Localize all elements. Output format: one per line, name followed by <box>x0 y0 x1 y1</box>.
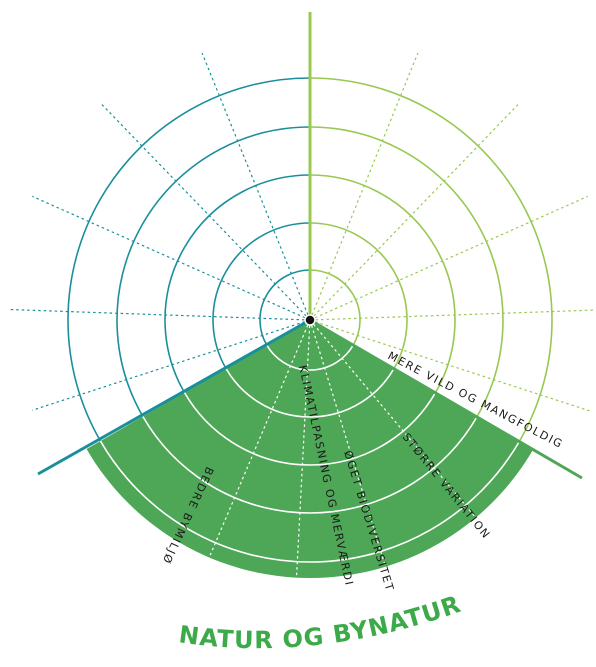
diagram-title: NATUR OG BYNATUR <box>177 590 464 654</box>
teal-ring <box>116 126 311 417</box>
white-ring <box>99 440 521 563</box>
white-rings-in-sector <box>99 344 521 563</box>
diagram-title-text: NATUR OG BYNATUR <box>177 590 463 654</box>
green-boundary-axis <box>309 318 583 480</box>
teal-dotted-spoke <box>32 319 311 411</box>
white-dotted-spoke <box>295 319 311 578</box>
light-green-ring <box>309 269 361 346</box>
light-green-rings <box>309 77 553 442</box>
teal-dotted-spoke <box>99 102 311 321</box>
teal-rings <box>67 77 311 442</box>
teal-boundary-axis <box>37 318 311 476</box>
white-ring <box>266 344 354 371</box>
light-green-dotted-spoke <box>309 52 419 321</box>
light-green-dotted-spoke <box>309 102 521 321</box>
teal-dotted-spoke <box>201 52 311 321</box>
teal-dotted-spoke <box>10 308 311 321</box>
white-ring <box>183 392 437 466</box>
white-radial-guides <box>208 319 477 578</box>
teal-ring <box>259 269 311 346</box>
white-ring <box>142 416 478 514</box>
light-green-ring <box>309 126 504 417</box>
light-green-ring <box>309 174 456 393</box>
light-green-radial-guides <box>309 52 596 413</box>
teal-dotted-spoke <box>32 195 311 321</box>
light-green-dotted-spoke <box>309 309 596 321</box>
highlighted-sector <box>86 320 534 578</box>
white-dotted-spoke <box>309 319 477 519</box>
white-dotted-spoke <box>309 319 387 567</box>
light-green-dotted-spoke <box>309 195 588 321</box>
teal-ring <box>164 174 311 393</box>
teal-radial-guides <box>10 52 311 411</box>
light-green-ring <box>309 77 553 442</box>
center-dot <box>304 314 316 326</box>
light-green-ring <box>309 222 408 369</box>
teal-ring <box>212 222 311 369</box>
white-dotted-spoke <box>208 319 311 558</box>
teal-ring <box>67 77 311 442</box>
white-ring <box>225 368 395 418</box>
